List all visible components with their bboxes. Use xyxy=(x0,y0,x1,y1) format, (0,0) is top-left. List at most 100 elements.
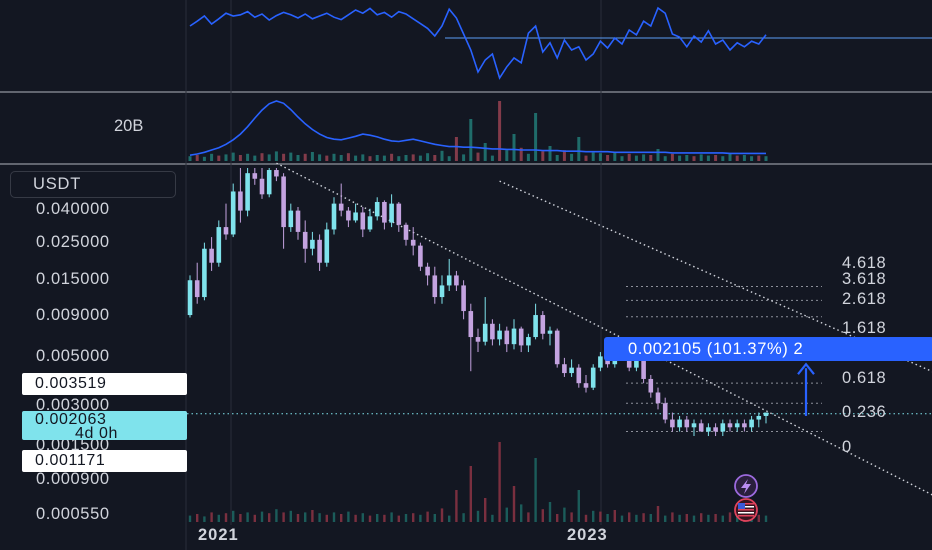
candle-body xyxy=(209,248,214,263)
candle-body xyxy=(396,203,402,225)
candle-body xyxy=(518,328,524,346)
volume-bar xyxy=(742,155,746,161)
volume-bar xyxy=(382,155,386,161)
price-volume-bar xyxy=(685,514,688,522)
candle-countdown: 4d 0h xyxy=(75,425,119,442)
volume-bar xyxy=(426,153,430,161)
volume-bar xyxy=(339,155,343,161)
volume-bar xyxy=(325,155,329,161)
price-volume-bar xyxy=(376,514,379,522)
volume-bar xyxy=(253,155,257,161)
price-volume-bar xyxy=(606,514,609,522)
volume-bar xyxy=(757,155,761,161)
candle-body xyxy=(281,176,286,228)
candle xyxy=(576,364,582,388)
price-volume-bar xyxy=(613,510,616,522)
candle-body xyxy=(670,419,675,428)
volume-ma-line xyxy=(189,100,766,156)
volume-bar xyxy=(606,155,610,161)
volume-bar xyxy=(318,154,322,161)
candle-body xyxy=(598,356,603,368)
price-volume-bar xyxy=(282,512,285,522)
candle xyxy=(295,207,301,240)
candle-body xyxy=(374,201,380,217)
candle-body xyxy=(720,423,726,432)
candle xyxy=(367,208,373,232)
volume-bar xyxy=(397,156,401,161)
volume-bar xyxy=(505,150,509,161)
candle-body xyxy=(353,212,358,221)
volume-bar xyxy=(526,153,530,161)
candle xyxy=(259,168,265,199)
candle-body xyxy=(367,216,373,230)
candle-body xyxy=(317,239,322,263)
price-volume-bar xyxy=(728,512,732,522)
volume-bar xyxy=(735,155,739,161)
price-volume-bar xyxy=(253,514,256,522)
candle-body xyxy=(526,337,531,346)
candle xyxy=(281,173,286,249)
volume-bar xyxy=(346,153,350,161)
candle-body xyxy=(641,360,646,379)
candle xyxy=(698,419,704,432)
currency-chip[interactable]: USDT xyxy=(10,171,176,198)
candle-body xyxy=(288,210,294,228)
volume-bar xyxy=(260,153,264,161)
y-tick-label: 0.001500 xyxy=(36,436,110,454)
candle-body xyxy=(194,280,200,298)
volume-bar xyxy=(577,137,581,161)
price-volume-bar xyxy=(210,512,213,522)
candle xyxy=(497,323,502,346)
volume-bar xyxy=(570,153,574,161)
price-volume-bar xyxy=(469,466,472,522)
candle xyxy=(209,237,214,271)
candle xyxy=(353,203,358,223)
price-volume-bar xyxy=(649,514,652,522)
price-volume-bar xyxy=(448,515,451,522)
volume-bar xyxy=(714,155,718,161)
price-volume-bar xyxy=(260,511,264,522)
candle xyxy=(590,364,596,391)
price-volume-bar xyxy=(548,502,552,522)
candle xyxy=(187,275,193,318)
y-tick-label: 0.040000 xyxy=(36,200,110,218)
candle-body xyxy=(490,323,495,340)
x-tick-label: 2023 xyxy=(567,526,608,544)
volume-bar xyxy=(238,155,242,161)
fib-level-label: 0.618 xyxy=(842,369,887,387)
volume-bar xyxy=(476,152,480,161)
price-volume-bar xyxy=(721,515,724,522)
price-volume-bar xyxy=(534,458,537,522)
volume-bar xyxy=(498,101,502,161)
price-volume-bar xyxy=(224,513,228,522)
candle xyxy=(547,326,553,346)
volume-bar xyxy=(375,155,379,161)
volume-bar xyxy=(411,154,415,161)
price-volume-bar xyxy=(527,512,530,522)
candle-body xyxy=(382,201,387,223)
candle-body xyxy=(338,203,344,211)
price-volume-bar xyxy=(512,486,516,522)
candle-body xyxy=(706,427,711,432)
fib-level-label: 0.236 xyxy=(842,403,887,421)
price-volume-bar xyxy=(736,514,739,522)
price-volume-bar xyxy=(656,506,660,522)
volume-bar xyxy=(634,155,638,161)
volume-bar xyxy=(462,154,466,161)
y-tick-label: 0.025000 xyxy=(36,233,110,251)
price-volume-bar xyxy=(664,515,667,522)
volume-bar xyxy=(620,156,624,161)
candle-body xyxy=(634,360,639,368)
price-volume-bar xyxy=(462,513,465,522)
volume-bar xyxy=(390,153,394,161)
candle xyxy=(274,168,279,182)
candle xyxy=(468,303,474,372)
candle xyxy=(662,397,668,424)
candle xyxy=(691,419,697,437)
candle-body xyxy=(439,285,445,298)
candle xyxy=(331,197,337,235)
measure-price-tag[interactable]: 0.002105 (101.37%) 2 xyxy=(604,337,932,361)
volume-bar xyxy=(195,155,199,161)
candle-body xyxy=(547,330,553,334)
